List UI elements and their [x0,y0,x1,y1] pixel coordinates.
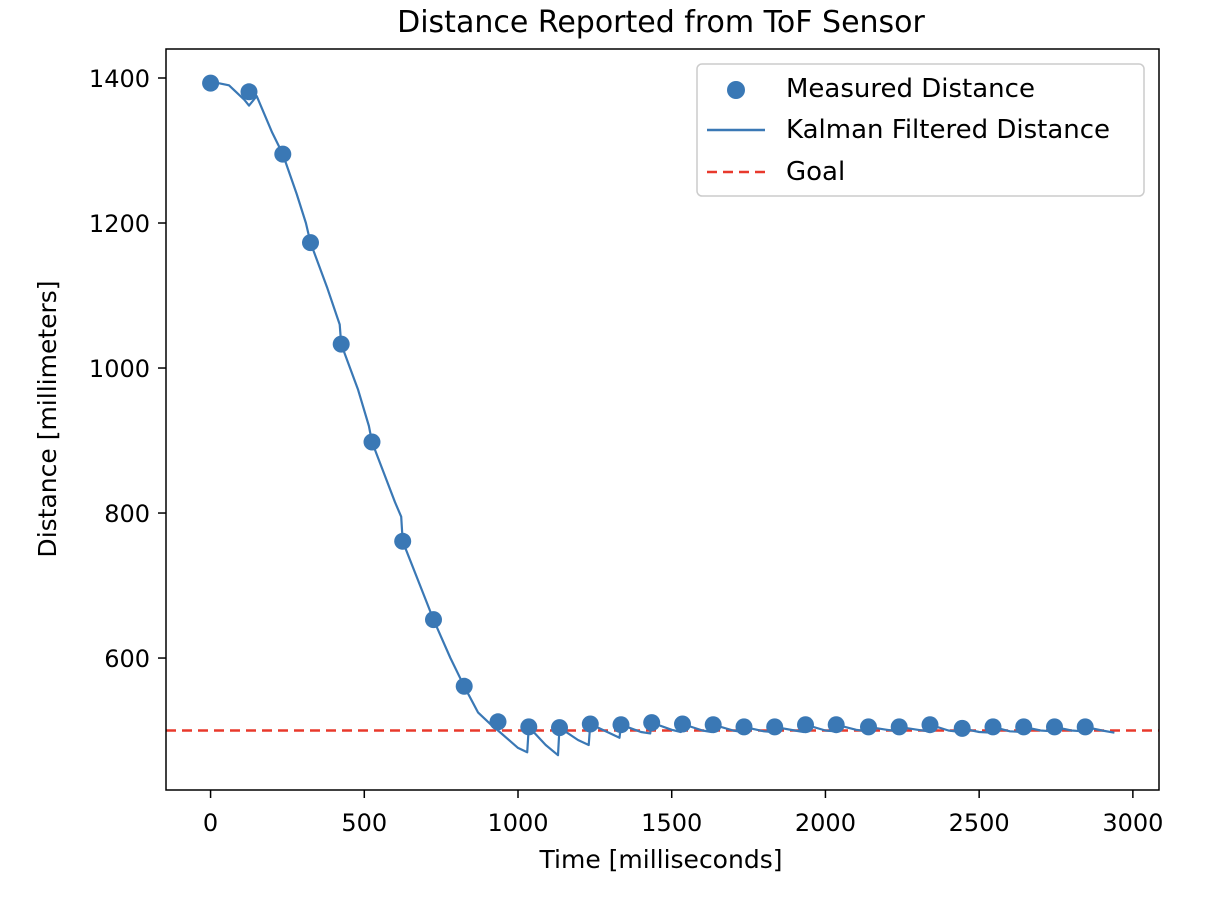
measured-point [643,714,661,732]
measured-point [735,718,753,736]
measured-point [394,532,412,550]
measured-point [674,715,691,733]
x-tick-label: 0 [203,809,218,837]
y-tick-label: 800 [104,500,150,528]
measured-point [581,715,599,733]
x-axis: 0 500 1000 1500 2000 2500 3000 [203,790,1163,837]
legend: Measured Distance Kalman Filtered Distan… [696,63,1145,197]
legend-box [696,63,1145,197]
legend-marker-measured [727,81,745,99]
x-tick-label: 2000 [795,809,856,837]
measured-point [489,713,507,731]
measured-point [921,716,939,734]
legend-label-kalman: Kalman Filtered Distance [786,115,1110,145]
x-tick-label: 1000 [487,809,548,837]
x-tick-label: 1500 [641,809,702,837]
y-tick-label: 600 [104,645,150,673]
measured-point [202,74,220,92]
legend-label-goal: Goal [786,157,845,187]
measured-point [827,716,845,734]
y-axis-label: Distance [millimeters] [33,280,62,557]
legend-label-measured: Measured Distance [786,74,1035,104]
measured-point [612,716,630,734]
plot-area [166,74,1159,757]
measured-point [1076,718,1094,736]
measured-point [860,718,877,736]
measured-point [302,234,319,252]
measured-point [551,719,568,737]
measured-point [704,716,722,734]
y-axis: 600 800 1000 1200 1400 [89,65,166,673]
y-tick-label: 1400 [89,65,150,93]
measured-point [953,719,971,737]
measured-point [455,677,473,695]
measured-point [520,718,538,736]
measured-point [332,335,350,353]
x-tick-label: 2500 [949,809,1010,837]
measured-point [890,718,908,736]
measured-point [425,611,442,629]
measured-point [766,718,784,736]
measured-point [240,83,258,101]
measured-point [363,433,381,451]
measured-point [797,716,814,734]
x-tick-label: 500 [341,809,387,837]
y-tick-label: 1200 [89,210,150,238]
x-axis-label: Time [milliseconds] [539,845,783,874]
chart-title: Distance Reported from ToF Sensor [397,5,925,40]
measured-point [274,145,292,163]
measured-point [984,718,1002,736]
measured-point [1015,718,1033,736]
measured-point [1046,718,1063,736]
y-tick-label: 1000 [89,355,150,383]
x-tick-label: 3000 [1102,809,1163,837]
plot-frame [165,48,1160,791]
